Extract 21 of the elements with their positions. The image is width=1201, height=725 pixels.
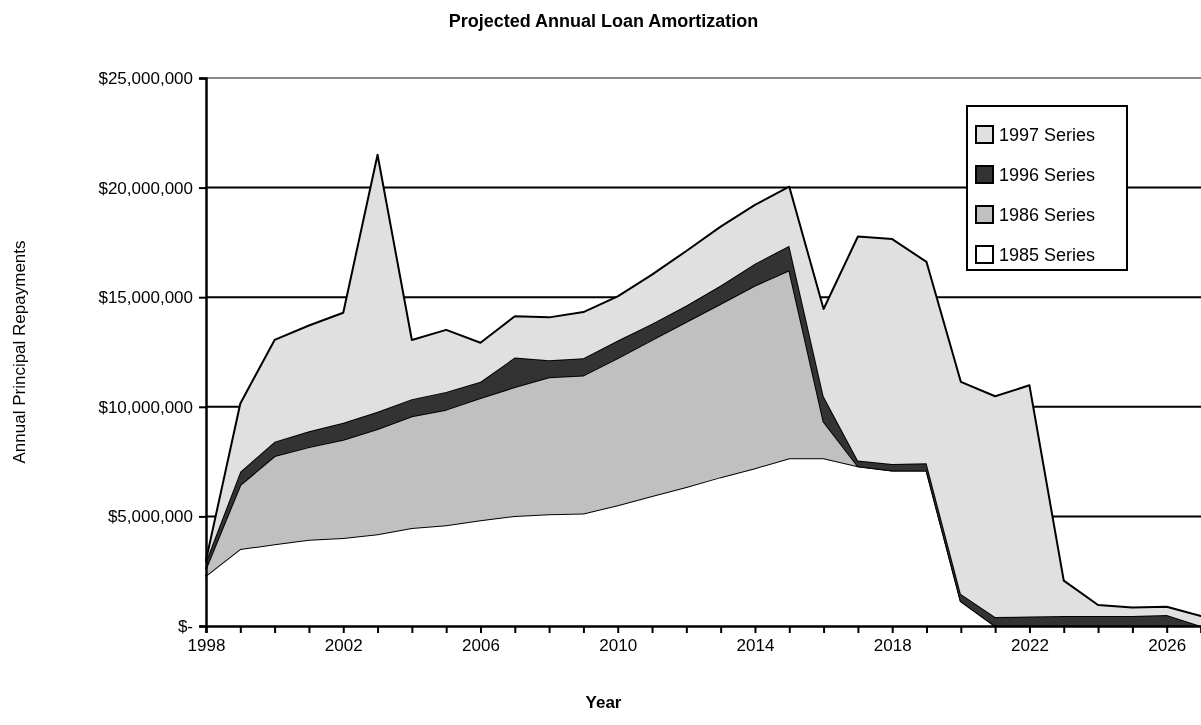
y-tick-label: $-: [177, 616, 193, 636]
y-tick-label: $25,000,000: [98, 68, 193, 88]
x-tick-label: 2018: [873, 636, 912, 656]
chart-title: Projected Annual Loan Amortization: [448, 11, 759, 31]
x-axis-title: Year: [585, 693, 622, 712]
x-tick-label: 2022: [1011, 636, 1049, 656]
legend-label: 1996 Series: [999, 165, 1096, 185]
x-tick-label: 2002: [324, 636, 363, 656]
y-tick-label: $20,000,000: [98, 178, 193, 198]
legend-label: 1986 Series: [999, 205, 1096, 225]
y-tick-label: $10,000,000: [98, 397, 193, 417]
y-tick-label: $5,000,000: [107, 507, 193, 527]
x-tick-label: 1998: [187, 636, 226, 656]
x-tick-label: 2026: [1148, 636, 1187, 656]
x-tick-label: 2014: [736, 636, 775, 656]
x-tick-label: 2010: [599, 636, 638, 656]
y-axis-title: Annual Principal Repayments: [10, 240, 29, 464]
legend-label: 1997 Series: [999, 125, 1096, 145]
y-tick-label: $15,000,000: [98, 288, 193, 308]
legend-label: 1985 Series: [999, 245, 1096, 265]
x-tick-label: 2006: [462, 636, 500, 656]
